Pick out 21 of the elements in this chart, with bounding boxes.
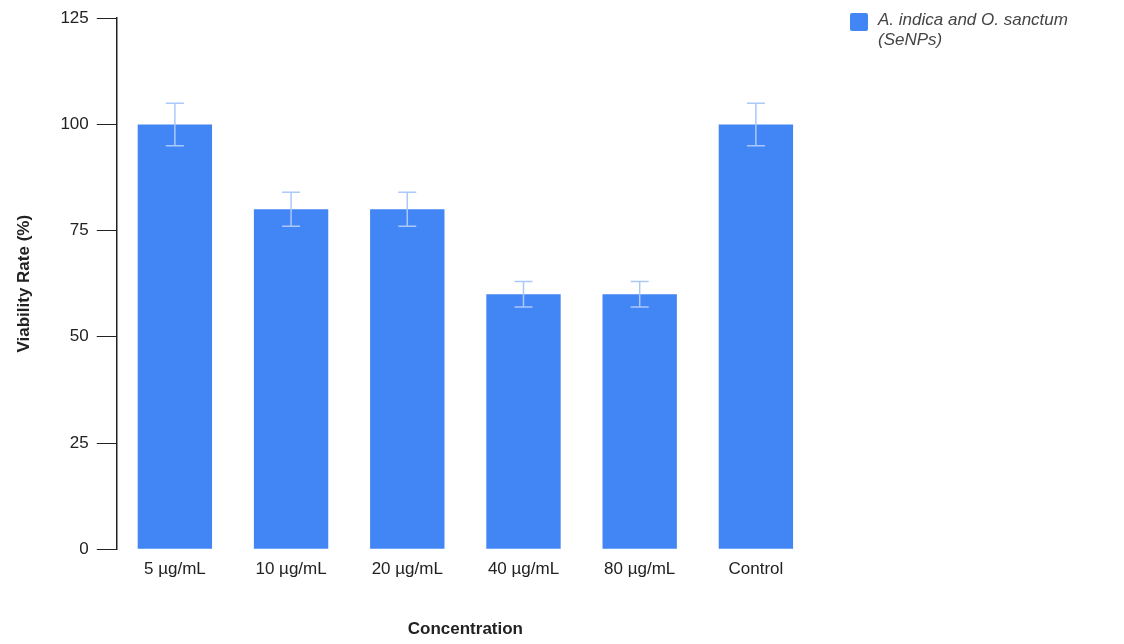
x-tick-label: 5 µg/mL xyxy=(143,559,206,579)
x-tick-label: 20 µg/mL xyxy=(371,559,443,579)
y-tick-label: 25 xyxy=(69,432,89,452)
y-axis-title: Viability Rate (%) xyxy=(13,214,33,353)
bar xyxy=(602,294,677,549)
x-tick-label: 80 µg/mL xyxy=(604,559,676,579)
bar xyxy=(253,209,329,549)
bar xyxy=(370,209,445,549)
x-axis-title: Concentration xyxy=(407,619,523,639)
bar xyxy=(137,124,213,549)
y-tick-label: 125 xyxy=(60,7,89,27)
legend-label: A. indica and O. sanctum (SeNPs) xyxy=(878,10,1069,50)
y-tick-label: 100 xyxy=(60,114,89,134)
x-tick-label: 10 µg/mL xyxy=(255,559,327,579)
y-tick-label: 75 xyxy=(69,220,89,240)
y-tick-label: 50 xyxy=(69,326,89,346)
bar xyxy=(486,294,561,549)
x-tick-label: 40 µg/mL xyxy=(487,559,560,579)
y-tick-label: 0 xyxy=(79,538,89,558)
x-tick-label: Control xyxy=(728,559,784,579)
bar xyxy=(718,124,794,549)
